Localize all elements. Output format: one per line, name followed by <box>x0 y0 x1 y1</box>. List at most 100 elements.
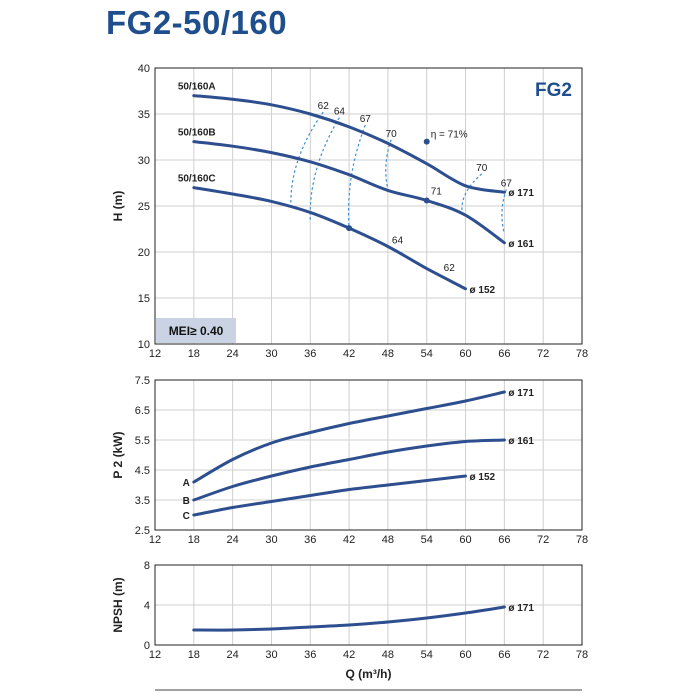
head-chart-panel: 12 18 24 30 36 42 48 54 60 66 72 78 10 15 20 25 30 35 40 H … <box>111 63 588 360</box>
y-tick-label: 8 <box>144 560 150 572</box>
x-tick-label: 42 <box>343 534 355 546</box>
x-tick-label: 24 <box>227 649 239 661</box>
x-tick-label: 72 <box>537 534 549 546</box>
efficiency-point-marker <box>423 197 430 204</box>
series-end-label: ø 161 <box>508 239 534 250</box>
efficiency-iso-line <box>290 111 324 207</box>
plot-frame <box>154 67 583 345</box>
series-end-label: ø 171 <box>508 603 534 614</box>
y-tick-label: 5.5 <box>135 435 150 447</box>
x-tick-label: 36 <box>304 348 316 360</box>
efficiency-annotation: η = 71% <box>431 130 468 141</box>
efficiency-label: 62 <box>318 101 330 112</box>
efficiency-annotation: 64 <box>392 235 404 246</box>
y-axis-label: P 2 (kW) <box>111 431 125 478</box>
efficiency-point-marker <box>346 225 353 232</box>
series-end-label: ø 171 <box>508 388 534 399</box>
x-tick-label: 18 <box>188 348 200 360</box>
x-tick-label: 72 <box>537 348 549 360</box>
series-tag: FG2 <box>535 80 572 101</box>
x-tick-label: 60 <box>459 649 471 661</box>
series-line <box>192 94 506 194</box>
y-tick-label: 10 <box>138 339 150 351</box>
y-tick-label: 20 <box>138 247 150 259</box>
efficiency-point-marker <box>423 138 430 145</box>
efficiency-label: 64 <box>334 107 346 118</box>
x-tick-label: 36 <box>304 534 316 546</box>
x-tick-label: 48 <box>382 348 394 360</box>
x-tick-label: 78 <box>576 534 588 546</box>
efficiency-label: 67 <box>501 178 513 189</box>
x-tick-label: 54 <box>421 534 433 546</box>
series-line <box>192 140 506 245</box>
y-tick-label: 35 <box>138 109 150 121</box>
y-tick-label: 6.5 <box>135 405 150 417</box>
plot-frame <box>154 379 583 531</box>
x-tick-label: 48 <box>382 534 394 546</box>
series-end-label: ø 152 <box>470 472 496 483</box>
plot-frame <box>154 564 583 646</box>
efficiency-iso-line <box>385 139 392 190</box>
x-tick-label: 30 <box>265 348 277 360</box>
series-end-label: ø 152 <box>470 285 496 296</box>
series-name-label: 50/160C <box>178 174 216 185</box>
x-tick-label: 36 <box>304 649 316 661</box>
x-tick-label: 42 <box>343 649 355 661</box>
efficiency-iso-line <box>309 117 340 220</box>
y-tick-label: 4.5 <box>135 465 150 477</box>
x-tick-label: 66 <box>498 348 510 360</box>
x-tick-label: 54 <box>421 348 433 360</box>
x-tick-label: 30 <box>265 649 277 661</box>
efficiency-iso-line <box>347 124 366 229</box>
mei-badge-text: MEI≥ 0.40 <box>169 324 224 338</box>
y-tick-label: 15 <box>138 293 150 305</box>
power-chart-panel: 12 18 24 30 36 42 48 54 60 66 72 78 2.5 3.5 4.5 5.5 6.5 7… <box>111 375 588 546</box>
series-name-label: C <box>183 511 190 522</box>
x-tick-label: 12 <box>149 534 161 546</box>
x-tick-label: 60 <box>459 348 471 360</box>
x-tick-label: 24 <box>227 348 239 360</box>
x-tick-label: 12 <box>149 348 161 360</box>
x-tick-label: 18 <box>188 649 200 661</box>
efficiency-label: 70 <box>386 129 398 140</box>
efficiency-annotation: 71 <box>431 187 443 198</box>
mei-badge <box>156 318 236 343</box>
y-tick-label: 30 <box>138 155 150 167</box>
y-axis-label: H (m) <box>111 191 125 222</box>
x-tick-label: 78 <box>576 348 588 360</box>
y-tick-label: 4 <box>144 600 150 612</box>
x-tick-label: 24 <box>227 534 239 546</box>
y-tick-label: 3.5 <box>135 495 150 507</box>
series-line <box>192 186 467 291</box>
series-line <box>192 390 506 484</box>
efficiency-label: 70 <box>476 163 488 174</box>
y-tick-label: 25 <box>138 201 150 213</box>
series-line <box>192 438 506 502</box>
series-line <box>192 605 506 632</box>
series-end-label: ø 161 <box>508 436 534 447</box>
y-tick-label: 0 <box>144 640 150 652</box>
y-tick-label: 7.5 <box>135 375 150 387</box>
efficiency-iso-line <box>461 173 483 214</box>
page-title: FG2-50/160 <box>106 4 288 41</box>
series-name-label: A <box>183 478 190 489</box>
x-tick-label: 72 <box>537 649 549 661</box>
x-tick-label: 12 <box>149 649 161 661</box>
x-axis-label: Q (m³/h) <box>346 667 392 681</box>
x-tick-label: 54 <box>421 649 433 661</box>
x-tick-label: 66 <box>498 534 510 546</box>
x-tick-label: 42 <box>343 348 355 360</box>
y-axis-label: NPSH (m) <box>111 577 125 632</box>
x-tick-label: 48 <box>382 649 394 661</box>
x-tick-label: 60 <box>459 534 471 546</box>
series-name-label: 50/160A <box>178 82 216 93</box>
series-line <box>192 474 467 517</box>
efficiency-iso-line <box>501 189 507 234</box>
series-name-label: B <box>183 496 190 507</box>
y-tick-label: 40 <box>138 63 150 75</box>
series-end-label: ø 171 <box>508 188 534 199</box>
efficiency-annotation: 62 <box>444 263 456 274</box>
x-tick-label: 66 <box>498 649 510 661</box>
